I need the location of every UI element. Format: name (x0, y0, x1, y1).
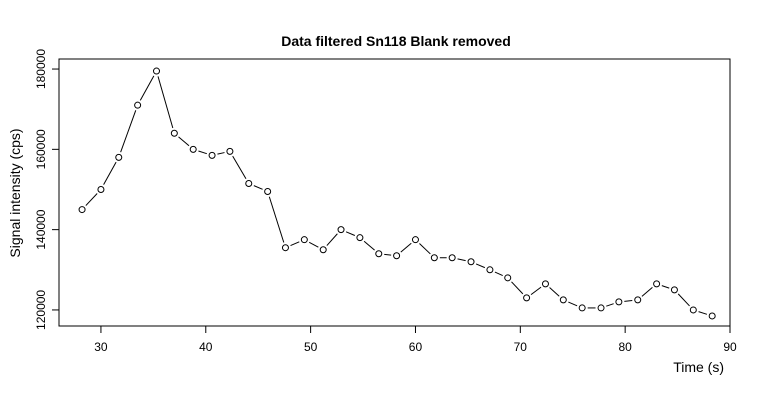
series-line-segment (384, 253, 392, 256)
series-line-segment (268, 196, 285, 243)
x-tick-label: 80 (618, 340, 632, 354)
y-tick-label: 140000 (34, 209, 48, 249)
data-point-marker (170, 129, 178, 137)
chart-title: Data filtered Sn118 Blank removed (281, 33, 511, 49)
series-line-segment (157, 76, 174, 129)
x-axis-label: Time (s) (673, 359, 724, 375)
series-line-segment (457, 258, 466, 262)
y-tick-label: 180000 (34, 49, 48, 89)
series-line-segment (120, 110, 137, 153)
x-axis: 30 40 50 60 70 80 90 (94, 325, 737, 354)
data-point-marker (153, 67, 161, 75)
series-line-segment (698, 311, 708, 315)
data-point-marker (208, 151, 216, 159)
series-line-segment (661, 285, 670, 289)
data-point-marker (448, 254, 456, 262)
series-line-segment (85, 193, 98, 206)
series-line-segment (641, 287, 653, 297)
data-point-marker (97, 185, 105, 193)
series-line-segment (568, 301, 578, 307)
data-point-marker (615, 298, 623, 306)
series-line-segment (290, 241, 300, 247)
series-line-segment (624, 299, 633, 302)
data-point-marker (486, 266, 494, 274)
series-line-segment (494, 271, 503, 277)
x-tick-label: 40 (199, 340, 213, 354)
data-point-marker (319, 246, 327, 254)
data-point-marker (393, 252, 401, 260)
data-point-marker (634, 296, 642, 304)
data-point-marker (375, 250, 383, 258)
data-point-marker (337, 226, 345, 234)
data-point-marker (300, 236, 308, 244)
series-line-segment (308, 241, 319, 248)
series-line-segment (606, 303, 614, 307)
series-line-segment (139, 75, 155, 101)
series-line-segment (217, 152, 225, 155)
series-line-segment (530, 286, 542, 296)
data-point-marker (578, 304, 586, 312)
series-line-segment (549, 287, 560, 297)
y-tick-label: 160000 (34, 129, 48, 169)
data-point-marker (78, 206, 86, 214)
data-point-marker (689, 306, 697, 314)
y-axis-label: Signal intensity (cps) (7, 128, 23, 257)
x-tick-label: 90 (723, 340, 737, 354)
x-tick-label: 50 (304, 340, 318, 354)
series-line-segment (253, 185, 263, 190)
series-line-segment (103, 161, 117, 185)
series-line-segment (400, 242, 412, 253)
data-point-marker (559, 296, 567, 304)
data-point-marker (504, 274, 512, 282)
series-line-segment (419, 243, 431, 255)
series-line-segment (363, 240, 375, 251)
x-tick-label: 60 (409, 340, 423, 354)
data-point-marker (134, 101, 142, 109)
plot-frame (58, 58, 731, 327)
data-point-marker (523, 294, 531, 302)
series-line-segment (232, 155, 247, 179)
x-tick-label: 70 (514, 340, 528, 354)
series-line-segment (326, 233, 338, 246)
data-point-marker (281, 244, 289, 252)
data-point-marker (264, 187, 272, 195)
data-point-marker (189, 145, 197, 153)
data-point-marker (670, 286, 678, 294)
data-point-marker (356, 234, 364, 242)
series-line-segment (198, 150, 207, 155)
y-axis: 120000 140000 160000 180000 (34, 49, 60, 330)
data-point-marker (467, 258, 475, 266)
data-point-marker (708, 312, 716, 320)
series-layer (78, 67, 716, 320)
data-point-marker (430, 254, 438, 262)
series-line-segment (475, 263, 486, 269)
data-point-marker (541, 280, 549, 288)
series-line-segment (677, 293, 690, 307)
data-point-marker (226, 147, 234, 155)
data-point-marker (245, 179, 253, 187)
x-tick-label: 30 (94, 340, 108, 354)
series-line-segment (178, 136, 190, 147)
data-point-marker (597, 304, 605, 312)
data-point-marker (653, 280, 661, 288)
data-point-marker (115, 153, 123, 161)
series-line-segment (345, 231, 356, 236)
series-line-segment (511, 281, 524, 295)
y-tick-label: 120000 (34, 290, 48, 330)
data-point-marker (411, 236, 419, 244)
